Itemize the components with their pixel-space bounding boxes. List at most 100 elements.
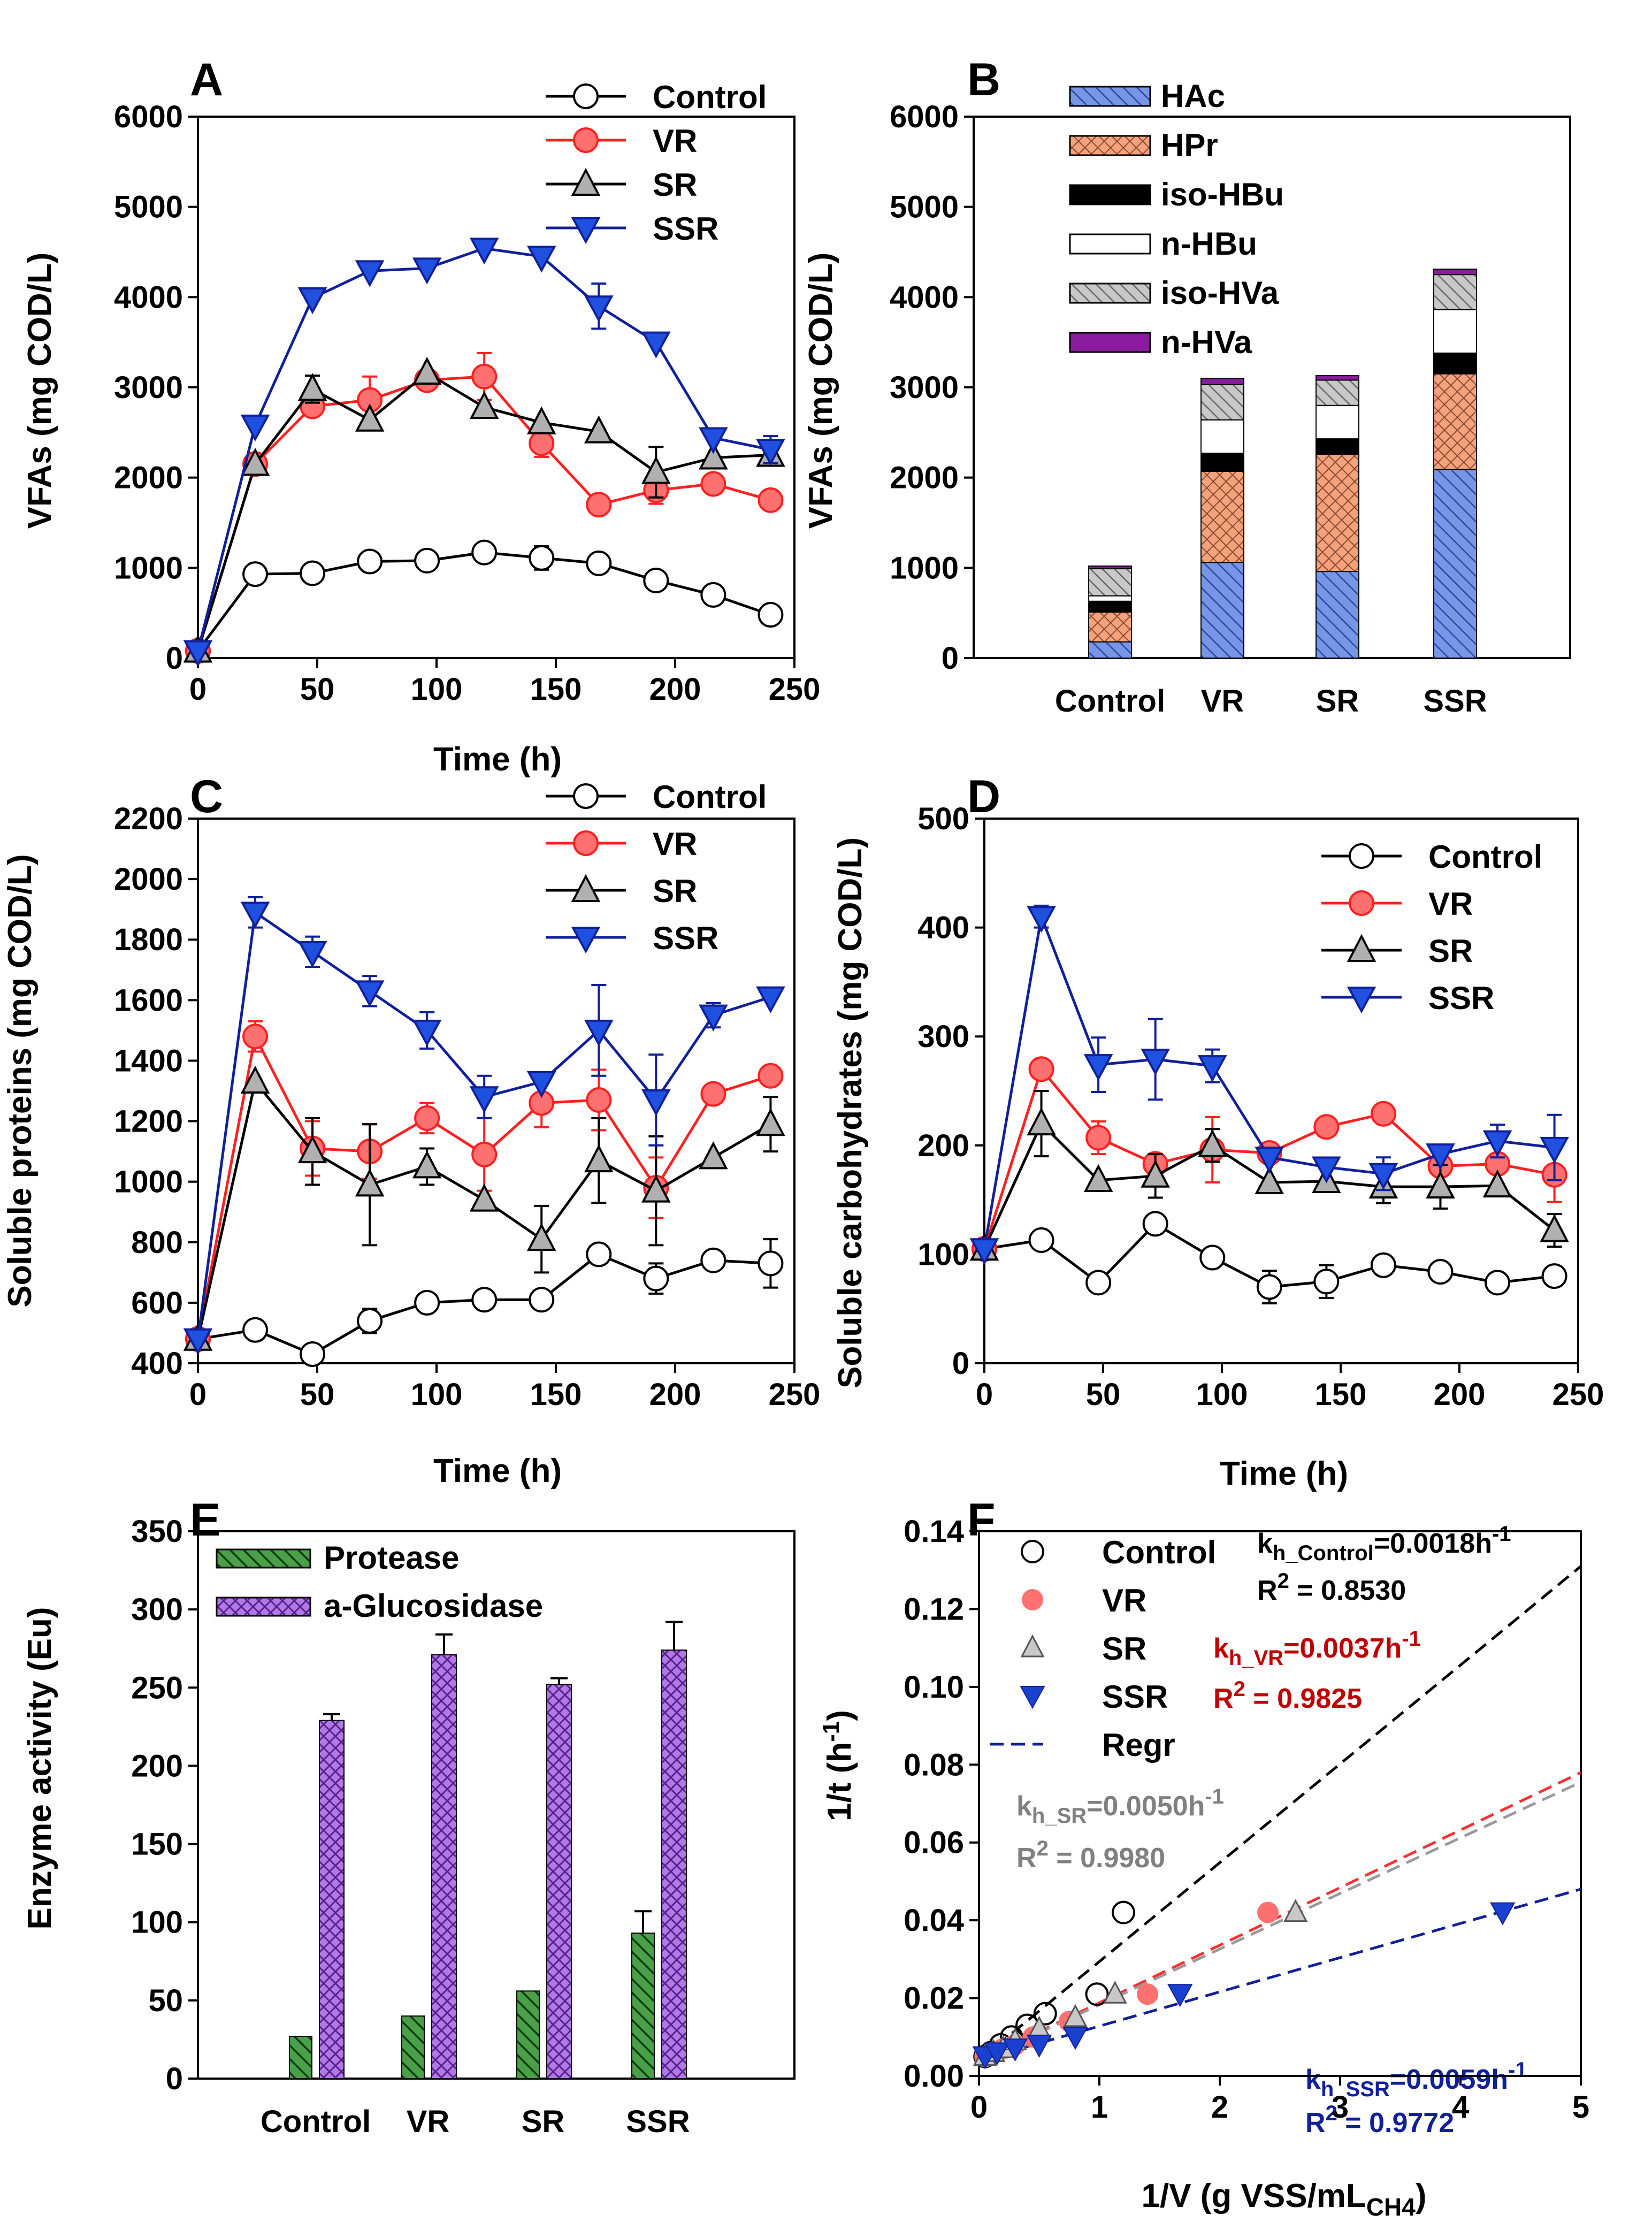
data-point-a-vr-9 <box>700 471 726 497</box>
legend-label-f-vr: VR <box>1102 1583 1146 1618</box>
data-point-a-ssr-7 <box>584 295 614 323</box>
data-point-c-sr-5 <box>469 1183 499 1212</box>
annotation-sr: kh_SR=0.0050h-1 R2 = 0.9980 <box>1016 1785 1224 1874</box>
x-tick-label-d-2: 100 <box>1196 1377 1248 1412</box>
data-point-f-ssr-5 <box>1167 1984 1193 2007</box>
y-tick-label-a-4: 4000 <box>114 280 183 315</box>
data-point-a-ssr-9 <box>698 427 728 454</box>
data-point-c-ssr-10 <box>756 986 785 1013</box>
x-tick-label-a-5: 250 <box>769 672 821 707</box>
y-tick-label-c-7: 1800 <box>114 922 183 957</box>
annotation-ssr-r2-sup: 2 <box>1326 2102 1337 2125</box>
y-tick-label-f-3: 0.06 <box>904 1826 964 1860</box>
annotation-vr-k-letter: k <box>1213 1633 1229 1664</box>
legend-label-b-hac: HAc <box>1161 78 1225 114</box>
panel-label-a: A <box>190 54 223 105</box>
data-point-d-sr-4 <box>1197 1129 1227 1157</box>
data-point-a-ssr-3 <box>355 260 385 287</box>
legend-label-c-control: Control <box>653 779 767 815</box>
data-point-a-control-6 <box>529 545 555 571</box>
panel-label-c: C <box>190 771 223 822</box>
legend-label-c-vr: VR <box>653 826 697 862</box>
data-point-d-vr-1 <box>1028 1056 1054 1082</box>
y-tick-label-d-2: 200 <box>917 1128 969 1163</box>
data-point-c-vr-1 <box>242 1024 269 1050</box>
bar-segment-b-sr-hpr <box>1316 453 1359 572</box>
data-point-a-sr-5 <box>469 391 499 419</box>
data-point-c-vr-5 <box>471 1141 498 1167</box>
legend-swatch-e-0 <box>216 1548 311 1569</box>
y-tick-label-b-1: 1000 <box>890 551 959 585</box>
annotation-vr-r2-val: = 0.9825 <box>1245 1683 1362 1714</box>
data-point-c-control-1 <box>242 1317 269 1343</box>
data-point-d-control-8 <box>1427 1258 1454 1285</box>
annotation-vr-k-sub: h_VR <box>1229 1646 1283 1670</box>
y-tick-label-a-3: 3000 <box>114 370 183 405</box>
annotation-ssr: kh_SSR=0.0059h-1 R2 = 0.9772 <box>1305 2058 1527 2139</box>
data-point-f-ssr-4 <box>1062 2027 1088 2050</box>
data-point-c-control-9 <box>700 1247 726 1273</box>
annotation-sr-r2: R2 = 0.9980 <box>1016 1837 1165 1874</box>
data-point-c-sr-6 <box>526 1223 556 1251</box>
y-tick-label-f-1: 0.02 <box>904 1981 964 2016</box>
annotation-control: kh_Control=0.0018h-1 R2 = 0.8530 <box>1257 1522 1511 1606</box>
y-tick-label-f-4: 0.08 <box>904 1747 964 1782</box>
data-point-a-vr-6 <box>529 430 555 456</box>
annotation-ssr-r2: R2 = 0.9772 <box>1305 2102 1454 2139</box>
data-point-c-ssr-1 <box>240 902 270 929</box>
data-point-f-control-5 <box>1033 2002 1057 2026</box>
data-point-d-ssr-5 <box>1255 1147 1284 1174</box>
axis-title-x-d: Time (h) <box>1220 1455 1348 1492</box>
data-point-a-control-1 <box>242 561 269 587</box>
bar-segment-b-ssr-hpr <box>1433 373 1477 470</box>
data-point-d-sr-9 <box>1482 1169 1512 1198</box>
data-point-c-control-3 <box>357 1308 383 1334</box>
data-point-a-control-2 <box>300 560 326 586</box>
legend-marker-d-control <box>1349 843 1374 869</box>
axis-title-y-d: Soluble carbohydrates (mg COD/L) <box>832 837 869 1388</box>
data-point-c-ssr-7 <box>584 1019 614 1047</box>
legend-marker-c-vr <box>573 830 599 856</box>
bar-e-control-a-glucosidase <box>319 1720 345 2080</box>
data-point-f-sr-6 <box>1103 1981 1127 2004</box>
axis-title-x-a: Time (h) <box>433 741 562 778</box>
data-point-a-control-9 <box>700 582 726 608</box>
legend-label-f-control: Control <box>1102 1534 1216 1570</box>
legend-label-b-iso-hbu: iso-HBu <box>1161 177 1284 212</box>
annotation-vr-k: kh_VR=0.0037h-1 <box>1213 1627 1421 1670</box>
y-tick-label-e-4: 200 <box>131 1748 183 1783</box>
legend-marker-d-ssr <box>1347 987 1376 1014</box>
y-tick-label-e-5: 250 <box>131 1670 183 1705</box>
y-tick-label-b-2: 2000 <box>890 461 959 495</box>
data-point-f-vr-7 <box>1257 1901 1279 1923</box>
data-point-a-ssr-6 <box>526 246 556 273</box>
legend-marker-f-ssr <box>1020 1686 1045 1709</box>
annotation-sr-k-rest: =0.0050h <box>1087 1791 1205 1822</box>
y-tick-label-d-4: 400 <box>917 911 969 945</box>
y-tick-label-b-3: 3000 <box>890 370 959 405</box>
x-tick-label-d-4: 200 <box>1434 1377 1486 1412</box>
y-tick-label-f-7: 0.14 <box>904 1514 964 1549</box>
legend-swatch-b-n-hbu <box>1069 233 1151 255</box>
data-point-d-control-3 <box>1142 1211 1168 1237</box>
axis-title-x-f: 1/V (g VSS/mLCH4) <box>1141 2178 1426 2221</box>
legend-marker-a-ssr <box>571 217 601 245</box>
x-tick-label-b-2: SR <box>1316 684 1359 719</box>
data-point-d-control-6 <box>1313 1269 1340 1295</box>
data-point-d-ssr-6 <box>1311 1156 1341 1183</box>
data-point-a-control-7 <box>586 550 612 576</box>
annotation-ssr-k-sub: h_SSR <box>1321 2078 1390 2101</box>
data-point-f-ssr-3 <box>1026 2034 1052 2058</box>
data-point-a-vr-5 <box>471 363 498 390</box>
legend-marker-f-control <box>1021 1540 1044 1563</box>
bar-segment-b-vr-iso-hbu <box>1200 453 1244 472</box>
annotation-sr-r2-letter: R <box>1016 1843 1037 1874</box>
data-point-d-ssr-3 <box>1141 1048 1171 1076</box>
data-point-c-ssr-5 <box>469 1086 499 1113</box>
annotation-ssr-r2-letter: R <box>1305 2107 1326 2139</box>
bar-e-sr-a-glucosidase <box>546 1684 572 2079</box>
bar-segment-b-control-hpr <box>1088 611 1132 643</box>
data-point-d-control-9 <box>1485 1270 1511 1296</box>
data-point-c-control-7 <box>586 1241 612 1267</box>
